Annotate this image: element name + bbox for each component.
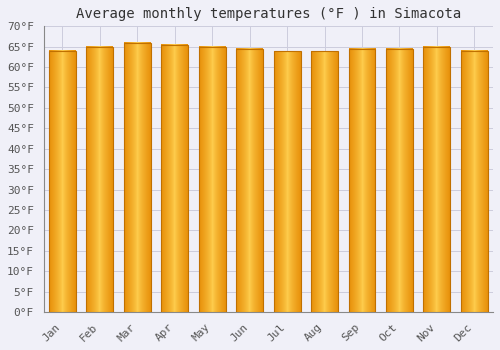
Bar bbox=[274, 51, 300, 312]
Bar bbox=[86, 47, 114, 312]
Bar bbox=[124, 43, 151, 312]
Bar bbox=[386, 49, 413, 312]
Bar bbox=[198, 47, 226, 312]
Bar bbox=[311, 51, 338, 312]
Bar bbox=[162, 45, 188, 312]
Bar bbox=[236, 49, 263, 312]
Bar bbox=[49, 51, 76, 312]
Bar bbox=[348, 49, 376, 312]
Bar bbox=[424, 47, 450, 312]
Bar bbox=[461, 51, 488, 312]
Title: Average monthly temperatures (°F ) in Simacota: Average monthly temperatures (°F ) in Si… bbox=[76, 7, 461, 21]
